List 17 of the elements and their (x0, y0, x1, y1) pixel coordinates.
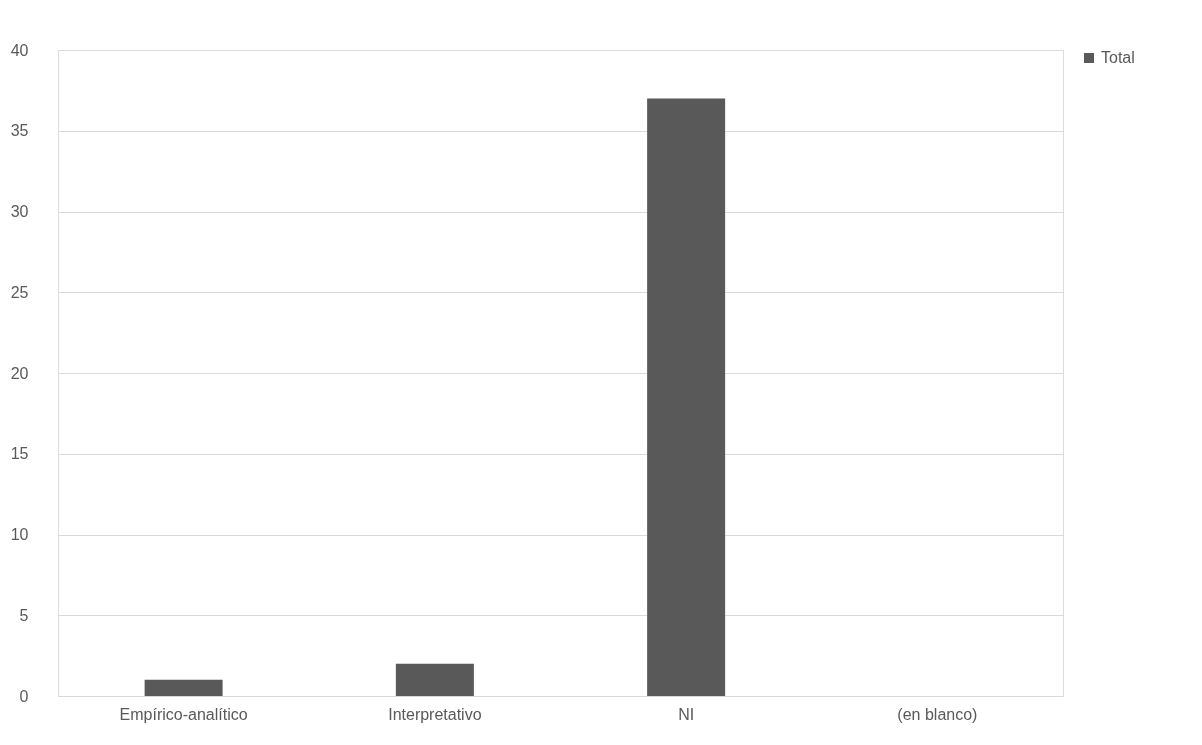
y-tick-label: 20 (10, 364, 29, 382)
y-tick-label: 0 (19, 687, 29, 705)
x-tick-label: (en blanco) (897, 705, 978, 723)
y-tick-label: 10 (10, 526, 29, 543)
bar (395, 663, 474, 696)
y-tick-label: 15 (10, 445, 29, 463)
bar (647, 98, 726, 696)
y-tick-label: 40 (10, 41, 29, 59)
x-tick-label: Empírico-analítico (119, 705, 248, 723)
y-tick-label: 25 (10, 283, 29, 301)
x-tick-label: Interpretativo (388, 705, 482, 723)
x-tick-label: NI (678, 705, 695, 723)
y-tick-label: 35 (10, 122, 29, 140)
y-tick-label: 5 (19, 606, 29, 624)
legend-label: Total (1101, 49, 1135, 66)
y-tick-label: 30 (10, 203, 29, 220)
bar (144, 679, 223, 696)
